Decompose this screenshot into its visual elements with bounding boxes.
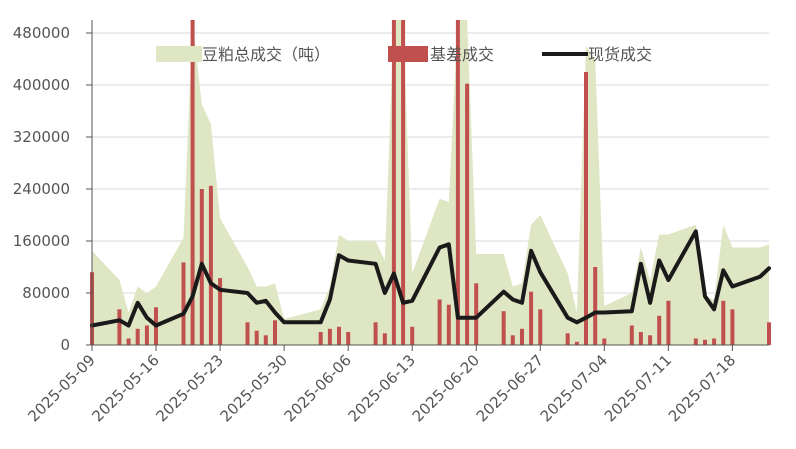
x-tick-label: 2025-06-13 bbox=[345, 351, 419, 425]
legend-label-area: 豆粕总成交（吨） bbox=[202, 45, 330, 64]
legend-swatch-bar bbox=[388, 46, 428, 62]
bar bbox=[208, 185, 213, 346]
bar bbox=[391, 20, 396, 345]
bar bbox=[190, 20, 195, 345]
bar bbox=[520, 328, 524, 346]
bar bbox=[657, 315, 662, 346]
bar bbox=[263, 335, 268, 346]
bar bbox=[382, 333, 387, 345]
x-tick-label: 2025-07-11 bbox=[601, 351, 675, 425]
legend-label-bar: 基差成交 bbox=[430, 45, 494, 64]
bar bbox=[538, 309, 543, 346]
bar bbox=[318, 332, 323, 345]
x-tick-label: 2025-07-18 bbox=[665, 351, 739, 425]
bar bbox=[593, 267, 598, 345]
x-axis-tick-labels: 2025-05-092025-05-162025-05-232025-05-30… bbox=[24, 345, 739, 425]
bar bbox=[327, 328, 332, 346]
bar bbox=[465, 83, 470, 345]
bar bbox=[638, 332, 643, 345]
bar bbox=[666, 300, 671, 345]
bar bbox=[245, 322, 250, 346]
x-tick-label: 2025-05-30 bbox=[217, 351, 291, 425]
bar bbox=[337, 326, 341, 345]
bar bbox=[501, 311, 506, 345]
y-tick-label: 0 bbox=[60, 336, 70, 354]
bar bbox=[181, 262, 186, 345]
x-tick-label: 2025-05-09 bbox=[24, 351, 98, 425]
axes bbox=[91, 20, 769, 346]
bar bbox=[346, 332, 351, 345]
y-tick-label: 240000 bbox=[13, 180, 70, 198]
area-series-layer bbox=[92, 20, 769, 345]
bar bbox=[373, 322, 378, 346]
bar bbox=[584, 72, 588, 345]
bar bbox=[565, 333, 570, 345]
bar bbox=[730, 309, 735, 346]
x-tick-label: 2025-06-20 bbox=[409, 351, 483, 425]
bar bbox=[648, 335, 653, 346]
bar bbox=[218, 278, 223, 345]
bar bbox=[446, 304, 451, 345]
bar-series-layer bbox=[90, 20, 771, 346]
legend-label-line: 现货成交 bbox=[588, 45, 652, 64]
bar bbox=[693, 338, 698, 345]
x-tick-label: 2025-06-06 bbox=[281, 351, 355, 425]
bar bbox=[254, 330, 259, 345]
legend: 豆粕总成交（吨） 基差成交 现货成交 bbox=[156, 45, 652, 64]
y-axis-tick-labels: 0 80000 160000 240000 320000 400000 480000 bbox=[13, 24, 92, 354]
y-tick-label: 320000 bbox=[13, 128, 70, 146]
bar bbox=[437, 299, 442, 345]
bar bbox=[455, 20, 460, 345]
bar bbox=[602, 338, 607, 345]
y-tick-label: 400000 bbox=[13, 76, 70, 94]
x-tick-label: 2025-05-23 bbox=[153, 351, 227, 425]
x-tick-label: 2025-07-04 bbox=[537, 351, 611, 425]
y-tick-label: 80000 bbox=[22, 284, 70, 302]
bar bbox=[474, 283, 479, 346]
bar bbox=[126, 338, 131, 345]
bar bbox=[767, 322, 771, 346]
bar bbox=[135, 328, 140, 346]
bar bbox=[629, 325, 634, 345]
bar bbox=[529, 291, 534, 345]
bar bbox=[410, 326, 415, 345]
bar bbox=[144, 325, 149, 345]
x-tick-label: 2025-06-27 bbox=[473, 351, 547, 425]
bar bbox=[574, 341, 579, 346]
bar bbox=[117, 309, 122, 346]
legend-swatch-area bbox=[156, 46, 202, 62]
bar bbox=[510, 335, 515, 346]
bar bbox=[273, 320, 277, 345]
line-series-path bbox=[90, 229, 771, 328]
bar bbox=[401, 20, 406, 345]
area-series-path bbox=[92, 20, 769, 345]
x-tick-label: 2025-05-16 bbox=[88, 351, 162, 425]
y-tick-label: 480000 bbox=[13, 24, 70, 42]
line-series-layer bbox=[90, 229, 771, 328]
bar bbox=[703, 339, 707, 345]
y-tick-label: 160000 bbox=[13, 232, 70, 250]
bar bbox=[712, 338, 717, 345]
bar bbox=[721, 300, 726, 345]
